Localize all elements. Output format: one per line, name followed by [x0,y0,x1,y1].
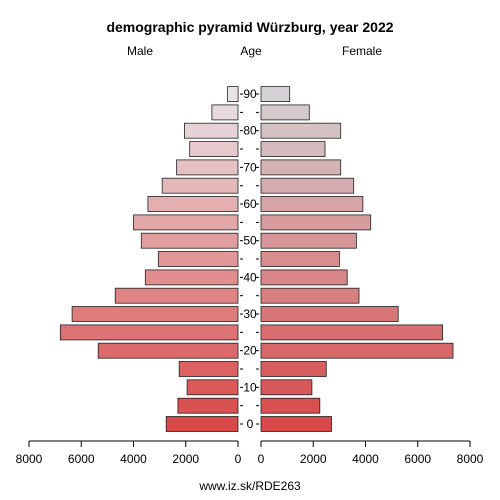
male-bar-10 [186,379,239,396]
male-x-tick-label-2000: 2000 [172,452,199,466]
age-tick-label-80: 80 [243,124,257,138]
male-bar-35 [114,287,239,304]
male-bar-90 [227,86,239,102]
female-bar-60 [260,196,364,212]
age-tick-label-50: 50 [243,234,257,248]
female-bar-5 [260,397,321,414]
female-bar-75 [260,141,326,158]
female-x-tick-label-2000: 2000 [300,452,327,466]
female-bar-15 [260,361,327,377]
age-tick-label-10: 10 [243,380,257,394]
age-tick-label-70: 70 [243,160,257,174]
male-bar-85 [211,104,239,121]
female-label: Female [342,44,382,58]
female-x-tick-label-8000: 8000 [457,452,484,466]
female-bar-80 [260,122,342,139]
age-tick-label-40: 40 [243,270,257,284]
male-bar-20 [97,342,239,359]
male-bar-40 [144,269,239,286]
male-bar-5 [177,397,239,414]
male-bar-65 [161,177,239,194]
female-bar-90 [260,86,291,102]
axes-group: 0 10 20 30 40 50 60 70 80 90 8000 8000 6000 6000 4000 4… [16,87,484,466]
female-bar-10 [260,379,313,396]
source-label: www.iz.sk/RDE263 [198,479,301,493]
male-bar-60 [147,196,239,212]
age-tick-label-60: 60 [243,197,257,211]
female-bar-45 [260,251,340,267]
bars-group [59,86,454,432]
female-x-tick-label-6000: 6000 [404,452,431,466]
male-x-tick-label-8000: 8000 [16,452,43,466]
female-bar-70 [260,159,342,176]
male-label: Male [127,44,153,58]
age-tick-label-0: 0 [247,417,254,431]
female-bar-40 [260,269,348,286]
male-bar-50 [140,232,239,249]
female-bar-25 [260,324,444,341]
female-x-tick-label-4000: 4000 [352,452,379,466]
male-bar-15 [178,361,239,377]
male-x-tick-label-4000: 4000 [120,452,147,466]
male-bar-0 [165,416,239,432]
female-bar-50 [260,232,357,249]
chart-title: demographic pyramid Würzburg, year 2022 [106,19,393,35]
female-bar-35 [260,287,360,304]
male-bar-75 [189,141,239,158]
female-bar-65 [260,177,355,194]
age-tick-label-30: 30 [243,307,257,321]
male-bar-25 [59,324,239,341]
female-bar-20 [260,342,454,359]
male-x-tick-label-6000: 6000 [68,452,95,466]
male-bar-70 [176,159,239,176]
female-x-tick-label-0: 0 [258,452,265,466]
age-tick-label-90: 90 [243,87,257,101]
age-tick-label-20: 20 [243,344,257,358]
female-bar-85 [260,104,310,121]
age-label: Age [240,44,262,58]
female-bar-55 [260,214,372,231]
male-bar-80 [183,122,239,139]
male-bar-30 [71,306,239,322]
female-bar-30 [260,306,399,322]
male-bar-45 [157,251,239,267]
male-x-tick-label-0: 0 [235,452,242,466]
female-bar-0 [260,416,332,432]
male-bar-55 [133,214,239,231]
